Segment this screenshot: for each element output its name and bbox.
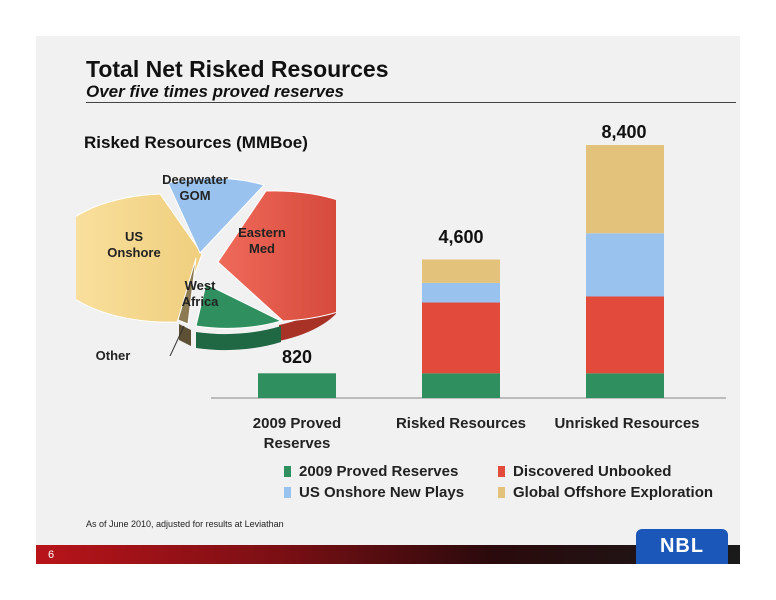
bar-total-proved: 820 xyxy=(281,347,313,367)
legend-label-offshore: Global Offshore Exploration xyxy=(513,484,714,501)
bar-total-unrisked: 8,400 xyxy=(601,122,647,142)
bar-segment-2-0 xyxy=(586,373,664,398)
slide: Total Net Risked Resources Over five tim… xyxy=(36,36,740,564)
page-number: 6 xyxy=(48,549,55,561)
pie-slice-deepwater-gom xyxy=(167,177,265,254)
pie-slice-west-africa xyxy=(195,283,283,329)
legend-item-us-onshore: US Onshore New Plays xyxy=(284,484,464,501)
category-label-proved: 2009 Proved Reserves xyxy=(217,414,377,454)
pie-label-west-line2: Africa xyxy=(181,294,219,309)
bar-segment-1-2 xyxy=(422,282,500,303)
pie-label-deepwater-line2: GOM xyxy=(179,188,211,203)
pie-chart xyxy=(76,177,336,356)
category-label-proved-line2: Reserves xyxy=(263,435,331,452)
pie-side-west xyxy=(196,326,281,351)
category-label-unrisked: Unrisked Resources xyxy=(554,415,700,432)
pie-label-us-line2: Onshore xyxy=(107,245,161,260)
section-title: Risked Resources (MMBoe) xyxy=(84,133,308,152)
legend-label-discovered: Discovered Unbooked xyxy=(513,463,672,480)
bar-segment-1-0 xyxy=(422,373,500,398)
pie-label-other: Other xyxy=(95,348,131,363)
bar-segment-1-3 xyxy=(422,259,500,283)
pie-label-us: US Onshore xyxy=(94,229,174,261)
bar-segment-1-1 xyxy=(422,302,500,374)
bar-total-risked: 4,600 xyxy=(438,227,484,247)
pie-label-deepwater: Deepwater GOM xyxy=(155,172,235,204)
bar-segment-2-3 xyxy=(586,145,664,234)
legend-item-proved: 2009 Proved Reserves xyxy=(284,463,458,480)
pie-label-deepwater-line1: Deepwater xyxy=(162,172,228,187)
footer-bar xyxy=(36,545,740,564)
pie-label-us-line1: US xyxy=(124,229,144,244)
slide-subtitle: Over five times proved reserves xyxy=(86,82,344,101)
legend-item-offshore: Global Offshore Exploration xyxy=(498,484,713,501)
category-label-proved-line1: 2009 Proved xyxy=(252,415,342,432)
category-label-risked: Risked Resources xyxy=(395,415,527,432)
bar-segment-0-0 xyxy=(258,373,336,398)
bar-segment-2-2 xyxy=(586,233,664,297)
slide-title: Total Net Risked Resources xyxy=(86,56,389,82)
footnote: As of June 2010, adjusted for results at… xyxy=(86,519,284,529)
pie-label-west: West Africa xyxy=(160,278,240,310)
nbl-logo: NBL xyxy=(636,529,728,564)
legend-item-discovered: Discovered Unbooked xyxy=(498,463,671,480)
other-leader-line xyxy=(169,325,185,356)
bar-chart xyxy=(211,145,726,399)
legend-swatch-discovered xyxy=(498,466,505,477)
pie-label-eastern: Eastern Med xyxy=(222,225,302,257)
pie-slice-us-onshore xyxy=(76,193,203,323)
legend-label-us-onshore: US Onshore New Plays xyxy=(299,484,465,501)
legend-swatch-proved xyxy=(284,466,291,477)
pie-slice-eastern-med xyxy=(217,190,336,322)
title-rule xyxy=(86,102,736,103)
legend-swatch-offshore xyxy=(498,487,505,498)
pie-label-eastern-line2: Med xyxy=(249,241,275,256)
pie-label-eastern-line1: Eastern xyxy=(238,225,286,240)
legend-label-proved: 2009 Proved Reserves xyxy=(299,463,459,480)
legend-swatch-us-onshore xyxy=(284,487,291,498)
pie-slice-other xyxy=(177,257,197,325)
pie-label-west-line1: West xyxy=(184,278,216,293)
bar-segment-2-1 xyxy=(586,296,664,374)
